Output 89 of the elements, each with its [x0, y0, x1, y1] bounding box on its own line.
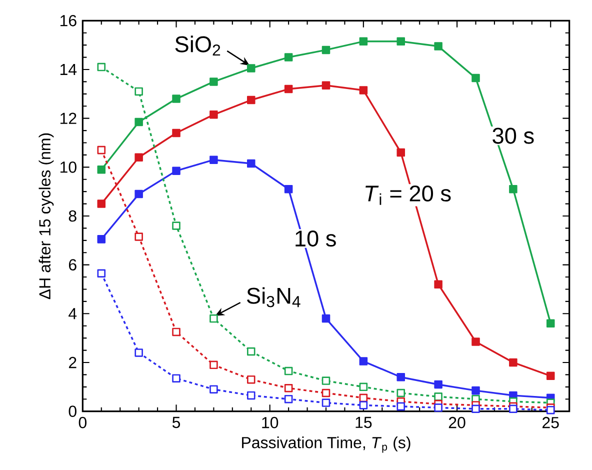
point	[210, 78, 218, 86]
point	[472, 338, 480, 346]
point	[97, 200, 106, 208]
point	[134, 348, 143, 357]
y-tick-label: 10	[60, 162, 76, 173]
point	[210, 385, 218, 394]
point	[284, 366, 293, 376]
point	[284, 384, 293, 392]
x-axis-title: Passivation Time, T$_{p}$ (s)	[242, 436, 410, 453]
point	[97, 62, 106, 72]
point	[322, 398, 330, 407]
point	[434, 280, 442, 288]
y-tick-label: 8	[68, 210, 76, 222]
point	[172, 128, 180, 138]
point	[134, 232, 143, 241]
series-label: 10 s	[296, 230, 336, 247]
point	[134, 190, 143, 198]
point	[509, 185, 518, 194]
point	[359, 86, 368, 94]
point	[434, 380, 442, 389]
point	[134, 153, 143, 162]
point	[472, 386, 480, 395]
point	[359, 37, 368, 46]
point	[172, 222, 180, 230]
point	[97, 165, 106, 174]
point	[472, 404, 480, 414]
point	[172, 328, 180, 336]
point	[396, 388, 406, 398]
point	[284, 84, 293, 94]
point	[134, 87, 143, 96]
point	[97, 146, 106, 154]
y-tick-label: 14	[60, 64, 77, 75]
point	[434, 404, 442, 412]
point	[97, 269, 106, 278]
x-tick-label: 25	[542, 416, 559, 428]
point	[359, 382, 368, 392]
point	[322, 376, 330, 385]
point	[97, 235, 106, 244]
point	[246, 64, 256, 72]
y-tick-label: 0	[68, 406, 76, 417]
point	[246, 391, 256, 400]
point	[210, 110, 218, 119]
point	[210, 156, 218, 164]
point	[210, 314, 218, 323]
x-tick-label: 5	[172, 416, 180, 428]
point	[322, 46, 330, 54]
y-tick-label: 12	[60, 112, 76, 124]
point	[396, 37, 406, 46]
point	[434, 392, 442, 401]
point	[509, 404, 518, 414]
point	[546, 372, 555, 380]
annotation: SiO$_{2}$	[175, 36, 220, 56]
point	[172, 374, 180, 382]
series-label: T$_{i}$ = 20 s	[366, 185, 451, 205]
point	[246, 96, 256, 104]
point	[284, 185, 293, 194]
point	[396, 148, 406, 157]
point	[210, 360, 218, 370]
x-tick-label: 20	[448, 416, 466, 428]
point	[322, 388, 330, 398]
annotation: Si$_{3}$N$_{4}$	[246, 287, 300, 308]
x-tick-label: 15	[356, 416, 372, 428]
point	[546, 406, 555, 414]
point	[284, 394, 293, 404]
y-tick-label: 16	[60, 15, 76, 26]
point	[322, 81, 330, 90]
point	[396, 373, 406, 382]
point	[246, 375, 256, 384]
point	[509, 358, 518, 367]
point	[359, 401, 368, 410]
y-tick-label: 6	[68, 259, 76, 270]
point	[472, 74, 480, 82]
point	[434, 42, 442, 50]
series-label: 30 s	[492, 128, 534, 144]
point	[172, 166, 180, 175]
x-tick-label: 0	[78, 416, 87, 428]
point	[546, 319, 555, 328]
point	[246, 347, 256, 356]
point	[284, 53, 293, 62]
x-tick-label: 10	[262, 416, 278, 428]
point	[246, 159, 256, 168]
point	[396, 402, 406, 411]
y-tick-label: 2	[68, 356, 76, 368]
y-tick-label: 4	[68, 308, 77, 320]
point	[134, 118, 143, 126]
point	[322, 314, 330, 323]
y-axis-title: ΔH after 15 cycles (nm)	[38, 133, 54, 300]
point	[172, 94, 180, 103]
point	[359, 357, 368, 366]
